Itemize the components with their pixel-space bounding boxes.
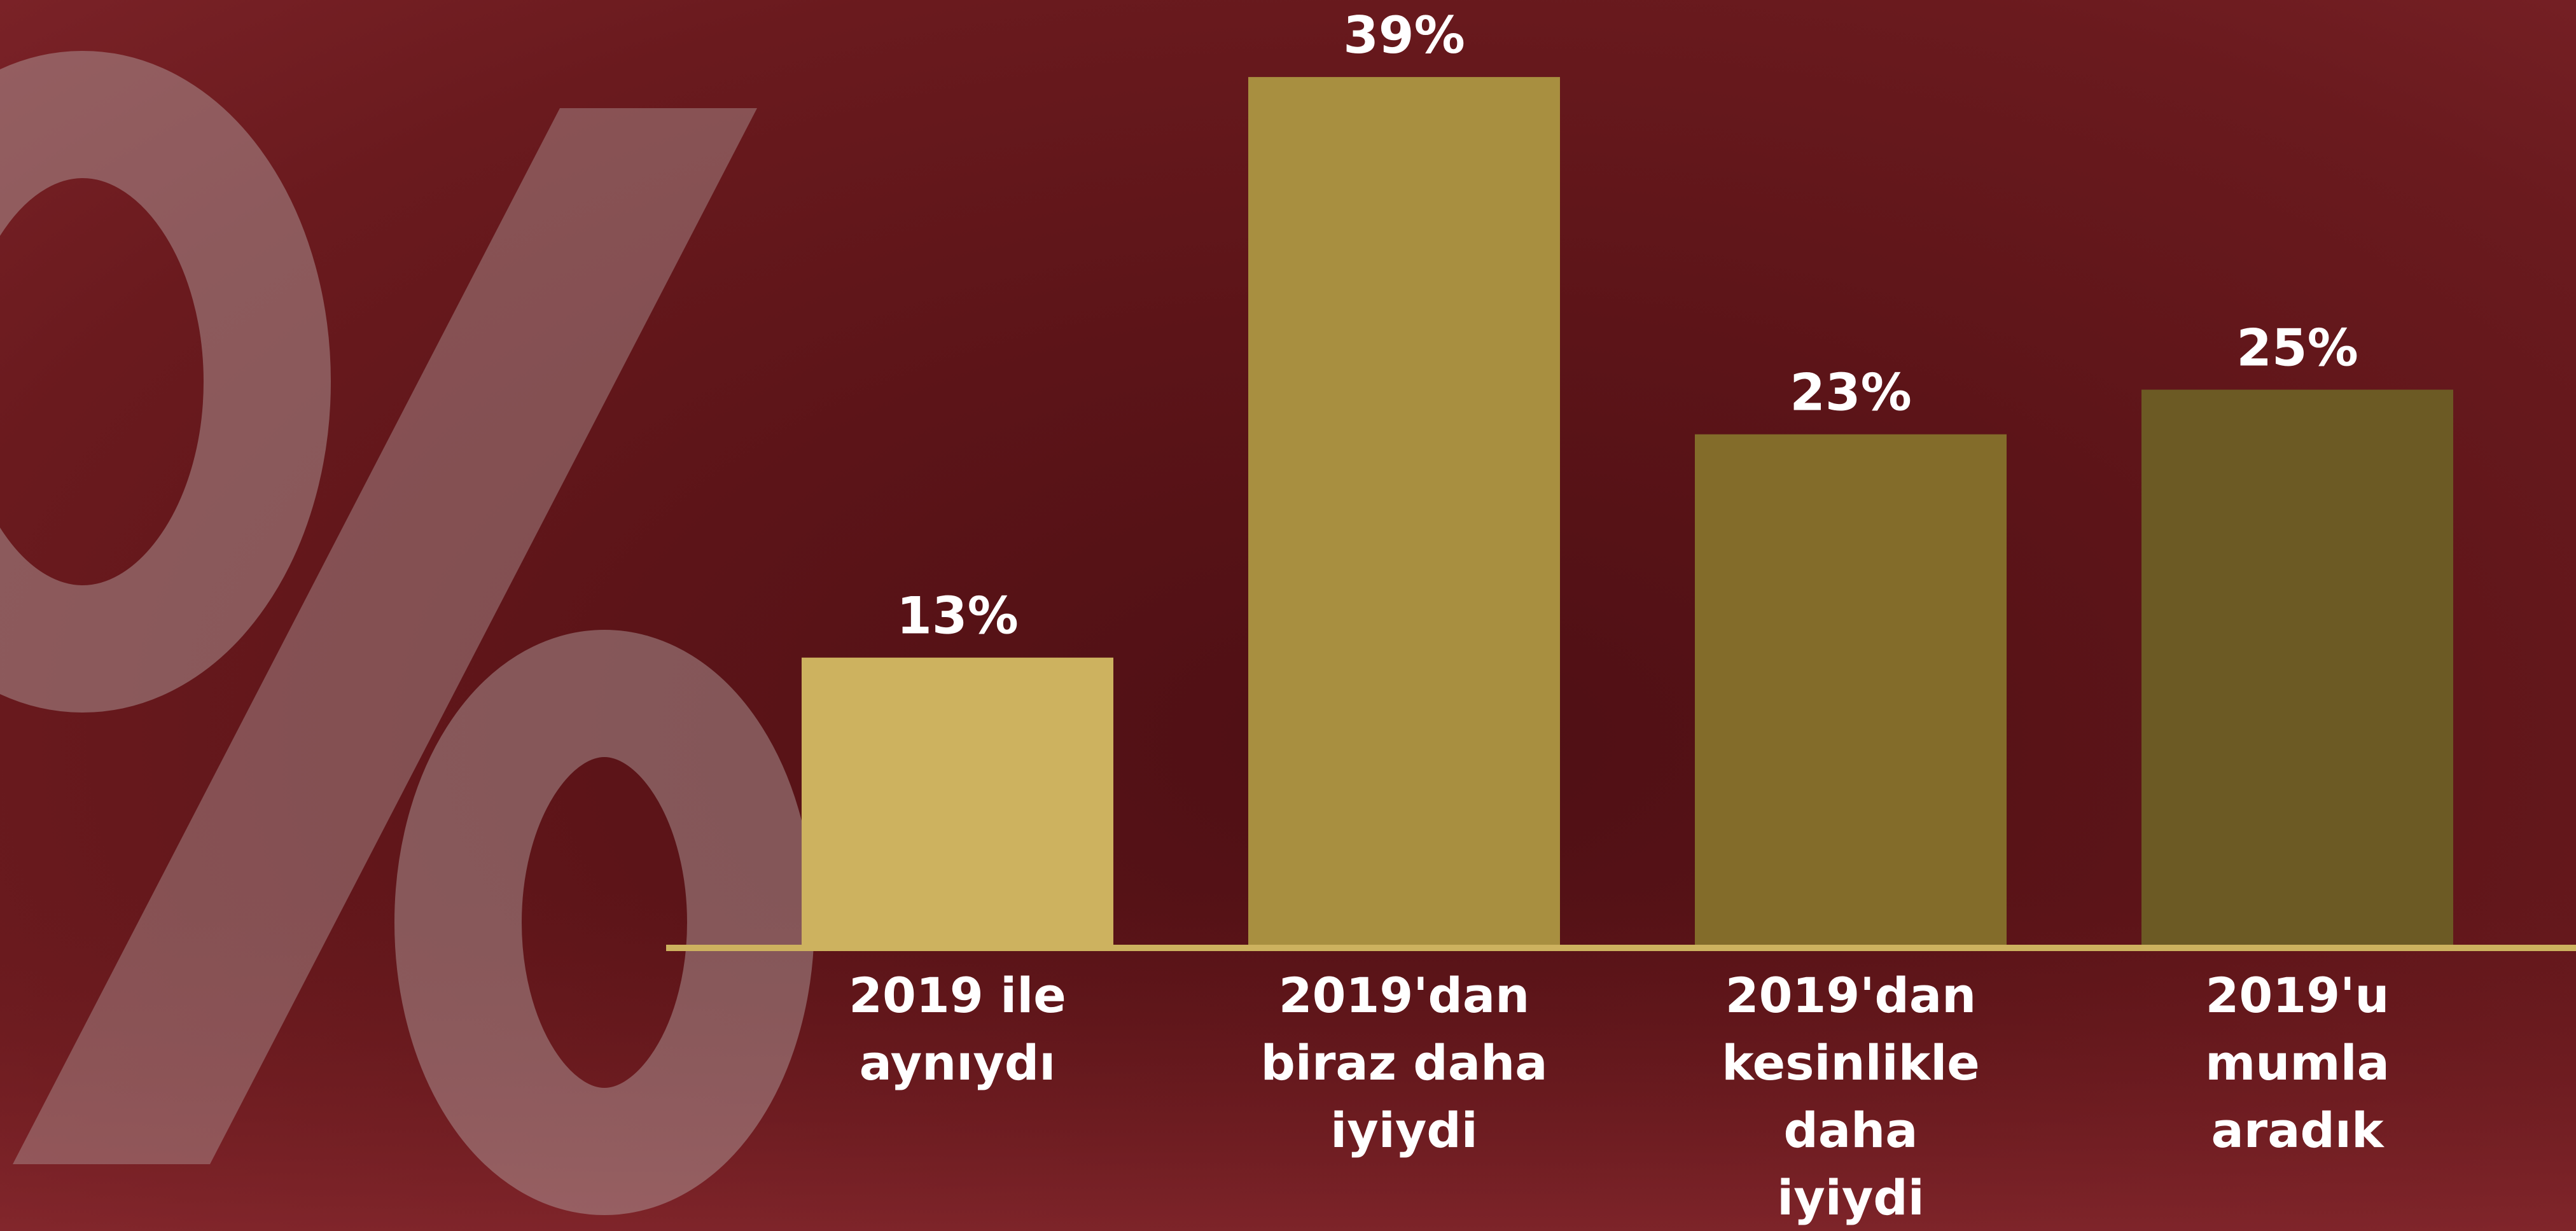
value-label: 23% (1790, 363, 1911, 422)
bar (2141, 390, 2453, 949)
x-tick-label: 2019'dan biraz daha iyiydi (1258, 962, 1550, 1164)
chart: 13% 39% 23% 25% 2019 ile aynıydı 2019'dan bi… (0, 0, 2576, 1231)
bar (802, 658, 1113, 948)
percent-ring-top (0, 115, 267, 649)
bar (1695, 435, 2007, 948)
x-tick-label: 2019'u mumla aradık (2151, 962, 2444, 1164)
x-tick-label: 2019'dan kesinlikle daha iyiydi (1704, 962, 1997, 1231)
value-label: 25% (2236, 319, 2358, 378)
value-label: 13% (896, 587, 1018, 646)
bar (1248, 77, 1560, 948)
value-label: 39% (1343, 6, 1465, 65)
x-tick-label: 2019 ile aynıydı (811, 962, 1104, 1097)
